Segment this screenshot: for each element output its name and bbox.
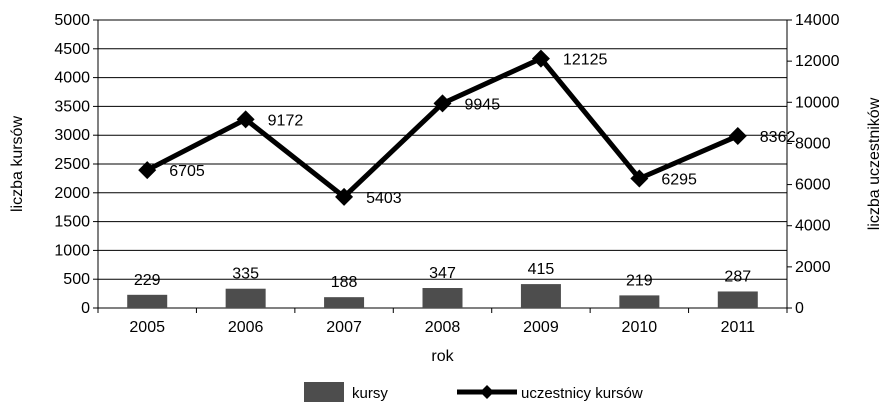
y-right-tick-label: 2000: [795, 259, 831, 276]
line-data-label: 8362: [760, 129, 796, 146]
bar: [127, 294, 168, 308]
y-left-tick-label: 3000: [54, 127, 90, 144]
y-axis-right-title: liczba uczestników: [866, 97, 883, 230]
data-labels: 229 335 188 347 415 219 287 6705 9172 5403 9945 121…: [134, 52, 796, 292]
y-axis-left-title: liczba kursów: [9, 116, 26, 212]
bar: [520, 284, 561, 308]
y-left-tick-label: 2000: [54, 185, 90, 202]
line-data-label: 9945: [465, 96, 501, 113]
y-left-tick-label: 0: [81, 300, 90, 317]
line-data-label: 12125: [563, 52, 608, 69]
line-marker: [335, 187, 354, 206]
line-data-label: 9172: [268, 112, 304, 129]
y-right-tick-label: 0: [795, 300, 804, 317]
line-marker: [531, 49, 550, 68]
legend-label-kursy: kursy: [352, 385, 388, 402]
y-right-tick-label: 10000: [795, 94, 840, 111]
y-left-tick-label: 4500: [54, 41, 90, 58]
line-marker: [630, 169, 649, 188]
y-right-tick-label: 14000: [795, 12, 840, 29]
line-data-label: 6295: [661, 172, 697, 189]
legend-marker-diamond: [480, 385, 494, 399]
y-right-tick-label: 8000: [795, 135, 831, 152]
x-tick-label: 2005: [129, 319, 165, 336]
y-left-tick-label: 500: [63, 271, 90, 288]
x-tick-label: 2008: [425, 319, 461, 336]
bar: [619, 295, 660, 308]
legend-swatch-kursy: [304, 382, 344, 402]
bar-data-label: 188: [331, 274, 358, 291]
line-marker: [433, 94, 452, 113]
y-left-tick-label: 4000: [54, 70, 90, 87]
line-marker: [236, 110, 255, 129]
bar: [422, 288, 463, 308]
line-data-label: 5403: [366, 190, 402, 207]
bar-data-label: 335: [232, 266, 259, 283]
y-left-tick-label: 1500: [54, 214, 90, 231]
legend: kursy uczestnicy kursów: [304, 382, 643, 402]
bar-data-label: 287: [724, 268, 751, 285]
x-tick-label: 2009: [523, 319, 559, 336]
x-tick-label: 2007: [326, 319, 362, 336]
line-data-label: 6705: [169, 163, 205, 180]
line-path: [146, 55, 739, 201]
bar-data-label: 229: [134, 272, 161, 289]
line-series-uczestnicy: [138, 49, 747, 206]
legend-label-uczestnicy: uczestnicy kursów: [521, 385, 643, 402]
x-tick-label: 2011: [721, 319, 756, 336]
bar: [324, 297, 365, 308]
y-left-tick-label: 3500: [54, 98, 90, 115]
bar-series-kursy: [127, 284, 758, 308]
x-axis-title: rok: [431, 348, 454, 365]
y-right-tick-label: 12000: [795, 53, 840, 70]
x-tick-label: 2006: [228, 319, 264, 336]
y-left-tick-label: 1000: [54, 242, 90, 259]
x-tick-label: 2010: [622, 319, 658, 336]
line-marker: [728, 126, 747, 145]
line-marker: [138, 161, 157, 180]
axis-ticks: 0 500 1000 1500 2000 2500 3000 3500 4000 4500 5000…: [54, 12, 839, 336]
y-right-tick-label: 6000: [795, 177, 831, 194]
bar-data-label: 347: [429, 265, 456, 282]
y-right-tick-label: 4000: [795, 218, 831, 235]
bar: [225, 288, 266, 308]
bar: [717, 291, 758, 308]
bar-data-label: 415: [528, 261, 555, 278]
y-left-tick-label: 5000: [54, 12, 90, 29]
y-left-tick-label: 2500: [54, 156, 90, 173]
bar-data-label: 219: [626, 272, 653, 289]
